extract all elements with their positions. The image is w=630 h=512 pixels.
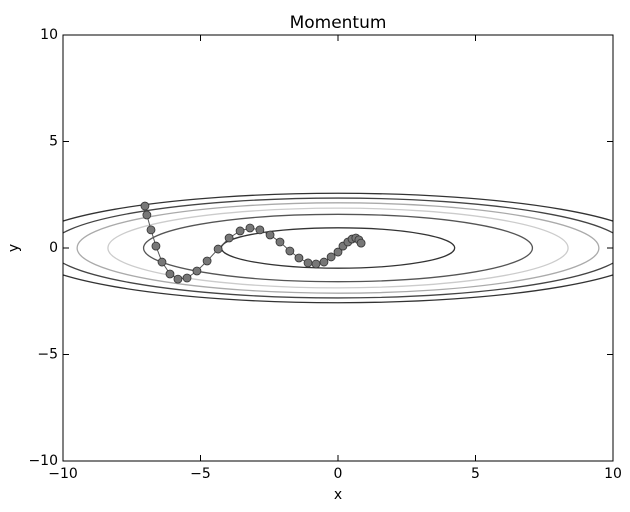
x-tick-label: 5: [471, 466, 480, 482]
series-point: [140, 201, 150, 211]
series-point: [165, 269, 175, 279]
series-point: [255, 225, 265, 235]
y-axis-label: y: [6, 244, 22, 252]
series-point: [182, 273, 192, 283]
series-point: [326, 252, 336, 262]
series-point: [275, 237, 285, 247]
x-tick-label: −5: [190, 466, 211, 482]
series-point: [303, 258, 313, 268]
y-tick-label: −5: [37, 347, 58, 363]
series-point: [146, 225, 156, 235]
y-tick-label: 10: [40, 27, 58, 43]
y-tick-label: −10: [28, 453, 58, 469]
series-point: [265, 230, 275, 240]
series-point: [151, 241, 161, 251]
contour-line: [63, 192, 613, 304]
series-point: [294, 253, 304, 263]
series-point: [192, 266, 202, 276]
series-point: [285, 246, 295, 256]
series-point: [173, 274, 183, 284]
series-point: [142, 210, 152, 220]
series-point: [356, 238, 366, 248]
series-point: [213, 244, 223, 254]
series-point: [245, 223, 255, 233]
contour-line: [63, 197, 613, 299]
series-point: [224, 233, 234, 243]
series-point: [333, 247, 343, 257]
x-axis-label: x: [334, 487, 342, 503]
contour-line: [76, 202, 600, 294]
contours: [63, 192, 613, 304]
x-tick-label: 10: [604, 466, 622, 482]
x-tick-label: 0: [334, 466, 343, 482]
series-point: [157, 257, 167, 267]
series-point: [311, 259, 321, 269]
y-tick-label: 0: [49, 240, 58, 256]
marks: [140, 201, 366, 284]
y-tick-label: 5: [49, 134, 58, 150]
series-point: [202, 256, 212, 266]
chart-title: Momentum: [290, 13, 387, 33]
series-point: [235, 226, 245, 236]
x-tick-label: −10: [48, 466, 78, 482]
contour-line: [107, 207, 569, 289]
contour-line: [142, 213, 534, 283]
series-point: [319, 257, 329, 267]
